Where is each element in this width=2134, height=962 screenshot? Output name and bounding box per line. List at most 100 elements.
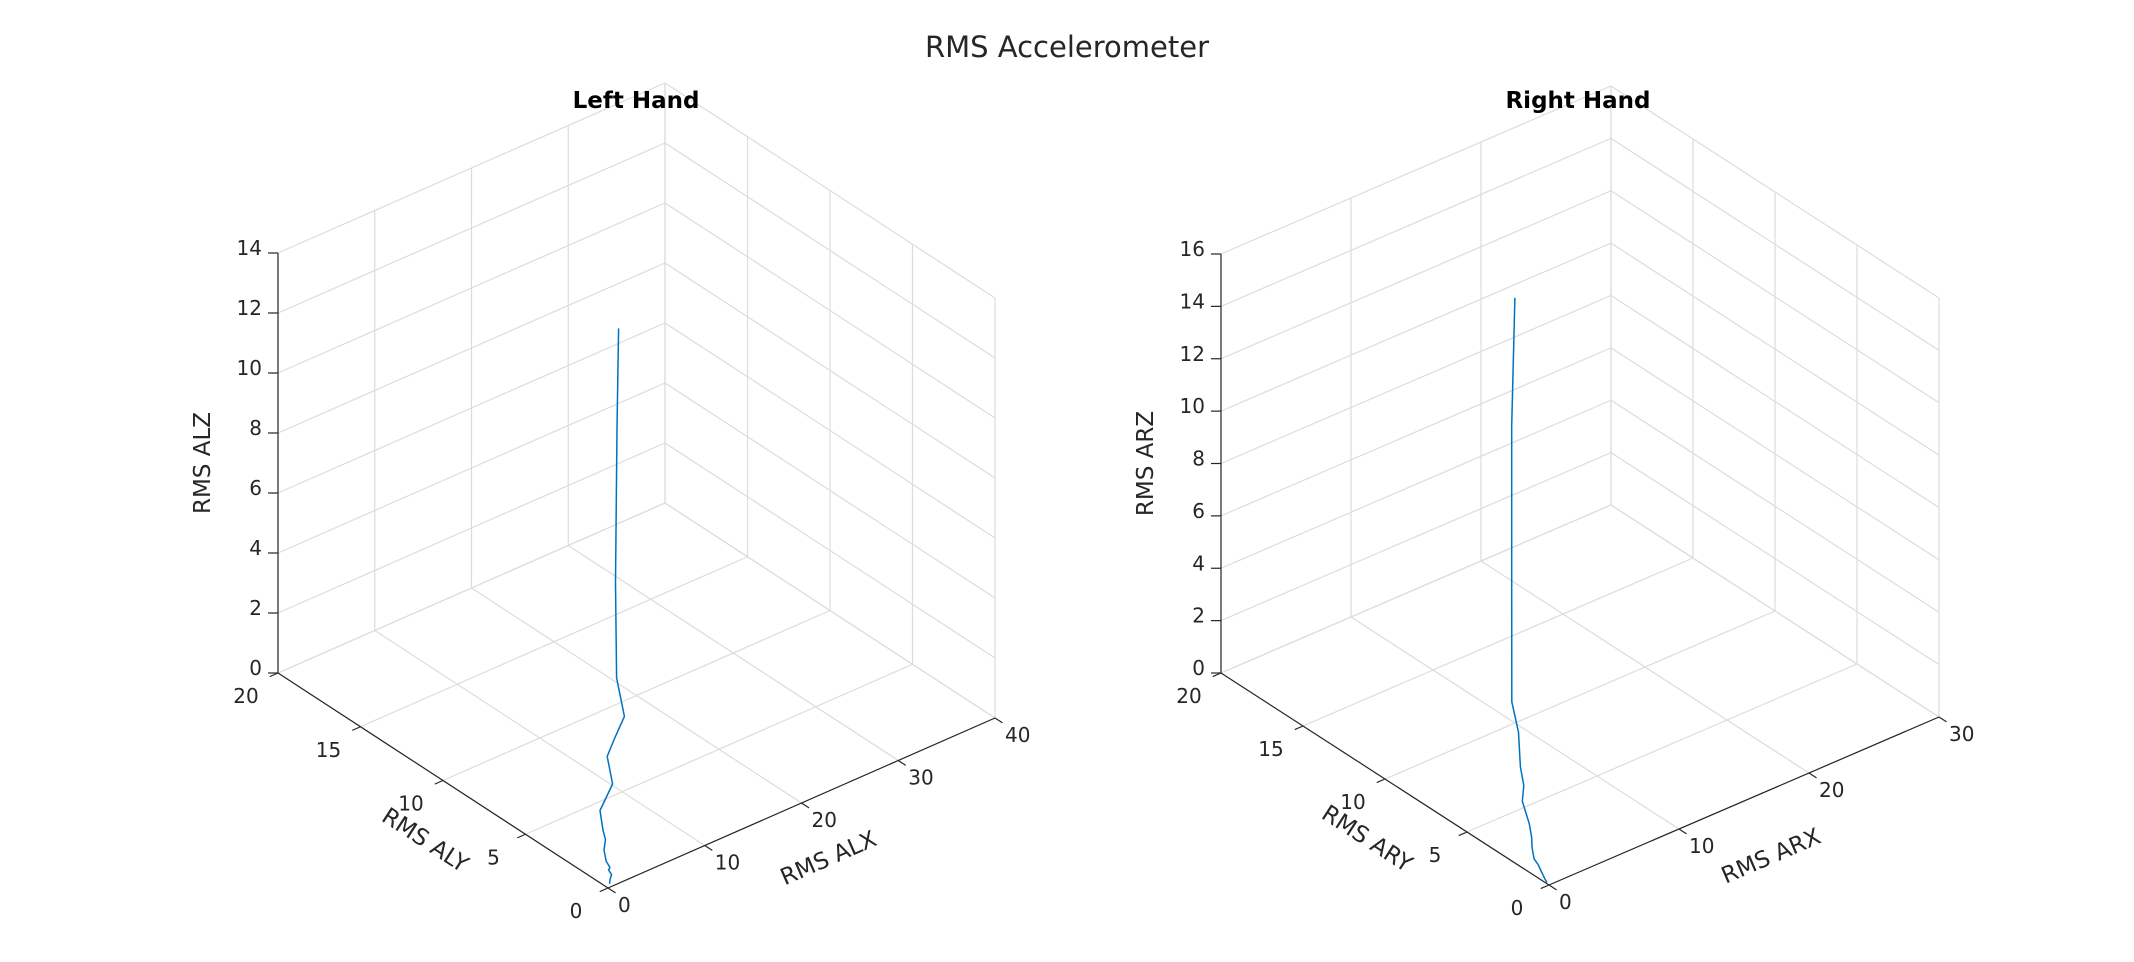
grid-line — [1610, 190, 1940, 404]
z-tick-label: 14 — [1180, 289, 1205, 313]
z-tick-label: 14 — [237, 236, 262, 260]
series-line-left-hand — [599, 328, 626, 884]
figure-title: RMS Accelerometer — [925, 30, 1209, 64]
x-tick-label: 0 — [1559, 890, 1572, 914]
x-tick-label: 0 — [618, 893, 631, 917]
grid-line — [1220, 190, 1612, 360]
grid-line — [664, 442, 996, 659]
y-tick-mark — [1540, 884, 1550, 890]
grid-line — [1220, 399, 1612, 569]
axes-right-hand: 0 10 20 30 0 5 10 15 20 0 2 4 6 8 10 12 14 16 RMS ARX RMS A… — [1133, 85, 1974, 920]
axes-left-hand: 0 10 20 30 40 0 5 10 15 20 0 2 4 6 8 10 12 14 RMS ALX RMS A… — [190, 82, 1030, 923]
grid-line — [664, 202, 996, 419]
z-tick-label: 0 — [249, 656, 262, 680]
y-tick-mark — [599, 887, 609, 893]
y-tick-mark — [1458, 831, 1468, 837]
grid-line — [1220, 347, 1612, 517]
z-axis-label: RMS ALZ — [190, 412, 216, 514]
x-tick-mark — [897, 759, 907, 766]
x-tick-label: 40 — [1005, 723, 1030, 747]
grid-line — [442, 609, 831, 782]
y-tick-mark — [1376, 778, 1386, 784]
x-tick-label: 30 — [908, 766, 933, 790]
z-tick-label: 4 — [1192, 551, 1205, 575]
grid-line — [1220, 452, 1612, 622]
grid-line — [1302, 557, 1694, 727]
grid-line — [277, 262, 666, 434]
grid-left-hand — [277, 82, 996, 889]
grid-line — [664, 142, 996, 359]
grid-line — [1610, 452, 1940, 666]
z-tick-label: 6 — [1192, 499, 1205, 523]
x-tick-label: 20 — [1819, 778, 1844, 802]
y-tick-label: 0 — [570, 899, 583, 923]
grid-line — [277, 382, 666, 554]
x-tick-mark — [801, 802, 810, 809]
grid-line — [664, 322, 996, 539]
x-axis-line — [1548, 716, 1940, 886]
y-tick-label: 10 — [398, 792, 423, 816]
grid-line — [1220, 504, 1612, 674]
x-tick-mark — [994, 717, 1003, 724]
x-tick-mark — [704, 844, 713, 851]
grid-line — [277, 202, 666, 374]
x-tick-mark — [607, 887, 616, 894]
x-axis-label: RMS ARX — [1718, 824, 1825, 890]
x-tick-mark — [1678, 828, 1687, 835]
y-tick-label: 20 — [1176, 684, 1201, 708]
grid-line — [1466, 663, 1858, 833]
grid-line — [1610, 504, 1940, 718]
z-tick-label: 12 — [1180, 342, 1205, 366]
z-axis-label: RMS ARZ — [1133, 411, 1159, 516]
grid-line — [1610, 137, 1940, 351]
y-tick-label: 15 — [1258, 737, 1283, 761]
grid-line — [1610, 347, 1940, 561]
y-tick-label: 15 — [316, 738, 341, 762]
grid-line — [664, 262, 996, 479]
grid-line — [1384, 610, 1776, 780]
y-tick-label: 5 — [1429, 843, 1442, 867]
grid-line — [525, 663, 913, 835]
grid-line — [277, 142, 666, 314]
z-tick-label: 8 — [1192, 447, 1205, 471]
grid-line — [664, 382, 996, 599]
grid-line — [360, 556, 748, 728]
axes-title: Right Hand — [1505, 88, 1650, 114]
grid-right-hand — [1220, 85, 1940, 886]
x-tick-label: 30 — [1949, 722, 1974, 746]
z-tick-label: 2 — [249, 596, 262, 620]
x-tick-mark — [1548, 884, 1557, 891]
y-tick-mark — [352, 726, 361, 731]
z-tick-label: 2 — [1192, 604, 1205, 628]
grid-line — [277, 442, 666, 614]
z-tick-label: 16 — [1180, 237, 1205, 261]
grid-line — [1610, 294, 1940, 509]
z-tick-label: 8 — [249, 416, 262, 440]
grid-line — [277, 502, 666, 674]
y-tick-mark — [434, 779, 444, 785]
grid-line — [1220, 85, 1612, 255]
z-tick-label: 10 — [1180, 394, 1205, 418]
x-tick-mark — [1808, 772, 1817, 779]
x-tick-label: 10 — [715, 851, 740, 875]
y-tick-mark — [1294, 725, 1304, 731]
grid-line — [1220, 294, 1612, 465]
series-line-right-hand — [1510, 297, 1548, 883]
y-tick-label: 5 — [487, 845, 500, 869]
z-tick-label: 4 — [249, 536, 262, 560]
z-tick-label: 12 — [237, 296, 262, 320]
grid-line — [1610, 85, 1940, 299]
y-tick-label: 20 — [233, 684, 258, 708]
x-tick-label: 20 — [812, 808, 837, 832]
y-tick-label: 10 — [1340, 790, 1365, 814]
y-axis-label: RMS ALY — [377, 803, 473, 878]
grid-line — [664, 82, 996, 299]
z-tick-label: 0 — [1192, 656, 1205, 680]
y-tick-mark — [517, 833, 526, 839]
y-axis-label: RMS ARY — [1317, 801, 1418, 879]
y-tick-mark — [269, 672, 279, 678]
grid-line — [1610, 242, 1940, 456]
grid-line — [1610, 399, 1940, 613]
grid-line — [1220, 137, 1612, 307]
